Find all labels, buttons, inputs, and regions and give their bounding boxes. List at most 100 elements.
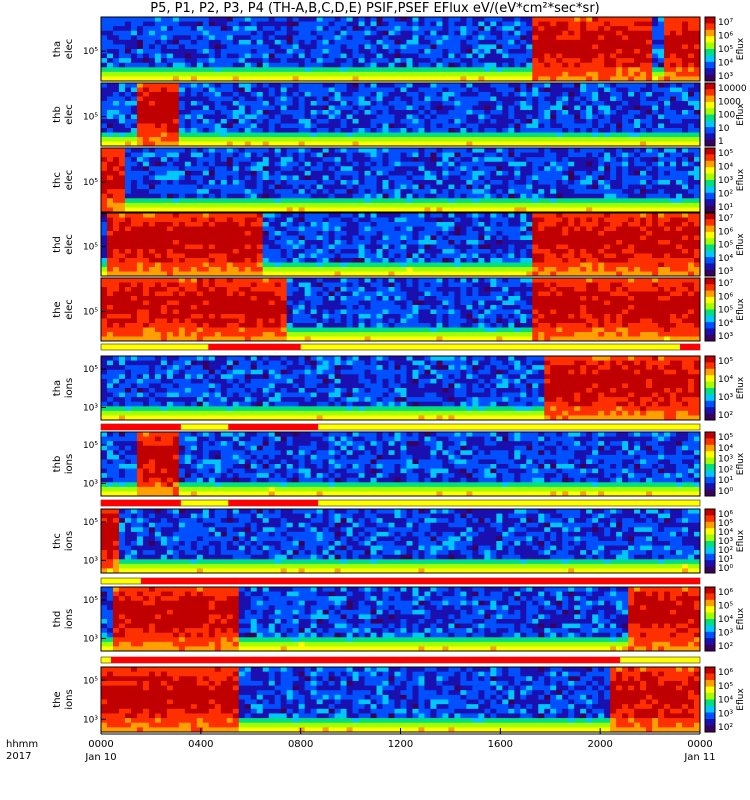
spectrogram-cell: [448, 123, 455, 129]
spectrogram-cell: [670, 193, 677, 199]
spectrogram-cell: [124, 44, 132, 50]
spectrogram-cell: [658, 96, 665, 102]
spectrogram-cell: [370, 96, 377, 102]
spectrogram-cell: [664, 184, 671, 190]
spectrogram-cell: [496, 119, 503, 124]
spectrogram-cell: [148, 184, 156, 190]
spectrogram-cell: [616, 175, 623, 181]
spectrogram-cell: [436, 141, 443, 147]
spectrogram-cell: [346, 217, 353, 223]
spectrogram-cell: [634, 152, 641, 158]
spectrogram-cell: [388, 35, 395, 41]
spectrogram-cell: [652, 67, 659, 73]
spectrogram-cell: [148, 189, 156, 195]
spectrogram-cell: [256, 49, 264, 54]
spectrogram-cell: [262, 119, 270, 124]
spectrogram-cell: [154, 235, 162, 241]
spectrogram-cell: [634, 26, 641, 32]
spectrogram-cell: [262, 105, 270, 111]
spectrogram-cell: [280, 166, 288, 172]
spectrogram-cell: [142, 253, 150, 259]
spectrogram-cell: [460, 71, 467, 77]
spectrogram-cell: [262, 193, 270, 199]
spectrogram-cell: [610, 161, 617, 167]
spectrogram-cell: [148, 119, 156, 124]
spectrogram-cell: [286, 30, 294, 36]
spectrogram-cell: [112, 262, 120, 268]
spectrogram-cell: [238, 128, 246, 133]
spectrogram-cell: [316, 92, 324, 97]
spectrogram-cell: [592, 17, 599, 22]
spectrogram-cell: [640, 35, 647, 41]
spectrogram-cell: [598, 26, 605, 32]
spectrogram-cell: [460, 166, 467, 172]
spectrogram-cell: [340, 137, 347, 142]
spectrogram-cell: [688, 26, 695, 32]
spectrogram-cell: [376, 202, 383, 208]
spectrogram-cell: [262, 101, 270, 106]
spectrogram-cell: [658, 71, 665, 77]
spectrogram-cell: [106, 180, 114, 185]
spectrogram-cell: [430, 161, 437, 167]
spectrogram-cell: [454, 53, 461, 59]
spectrogram-cell: [154, 58, 162, 64]
spectrogram-cell: [238, 231, 246, 236]
spectrogram-cell: [388, 180, 395, 185]
spectrogram-cell: [364, 184, 371, 190]
spectrogram-cell: [412, 170, 419, 176]
spectrogram-cell: [364, 67, 371, 73]
spectrogram-cell: [646, 30, 653, 36]
spectrogram-cell: [580, 202, 587, 208]
spectrogram-cell: [322, 123, 330, 129]
spectrogram-cell: [598, 184, 605, 190]
spectrogram-cell: [160, 253, 168, 259]
spectrogram-cell: [586, 157, 593, 163]
spectrogram-cell: [568, 62, 575, 68]
spectrogram-cell: [628, 180, 635, 185]
spectrogram-cell: [562, 53, 569, 59]
spectrogram-cell: [604, 87, 611, 93]
spectrogram-cell: [628, 202, 635, 208]
spectrogram-cell: [208, 105, 216, 111]
spectrogram-cell: [310, 170, 318, 176]
spectrogram-cell: [394, 76, 401, 82]
spectrogram-cell: [472, 202, 479, 208]
spectrogram-cell: [568, 76, 575, 82]
colorbar-segment: [705, 127, 715, 134]
spectrogram-cell: [442, 193, 449, 199]
spectrogram-cell: [616, 76, 623, 82]
spectrogram-cell: [232, 49, 240, 54]
spectrogram-cell: [502, 157, 509, 163]
spectrogram-cell: [646, 76, 653, 82]
spectrogram-cell: [250, 128, 258, 133]
spectrogram-cell: [568, 119, 575, 124]
spectrogram-cell: [214, 39, 222, 45]
spectrogram-cell: [190, 207, 198, 213]
spectrogram-cell: [508, 110, 515, 115]
spectrogram-cell: [376, 244, 383, 250]
spectrogram-cell: [592, 184, 599, 190]
spectrogram-cell: [658, 157, 665, 163]
spectrogram-cell: [124, 207, 132, 213]
spectrogram-cell: [358, 207, 365, 213]
spectrogram-cell: [274, 152, 282, 158]
spectrogram-cell: [172, 207, 180, 213]
spectrogram-cell: [484, 76, 491, 82]
spectrogram-cell: [382, 175, 389, 181]
spectrogram-cell: [514, 76, 521, 82]
spectrogram-cell: [436, 71, 443, 77]
spectrogram-cell: [598, 148, 605, 153]
spectrogram-cell: [526, 193, 533, 199]
spectrogram-cell: [280, 207, 288, 213]
spectrogram-cell: [628, 87, 635, 93]
spectrogram-cell: [220, 202, 228, 208]
spectrogram-cell: [580, 119, 587, 124]
spectrogram-cell: [316, 157, 324, 163]
spectrogram-cell: [436, 157, 443, 163]
spectrogram-cell: [358, 92, 365, 97]
spectrogram-cell: [340, 262, 347, 268]
spectrogram-cell: [208, 152, 216, 158]
spectrogram-cell: [562, 26, 569, 32]
spectrogram-cell: [460, 114, 467, 120]
spectrogram-cell: [208, 132, 216, 138]
